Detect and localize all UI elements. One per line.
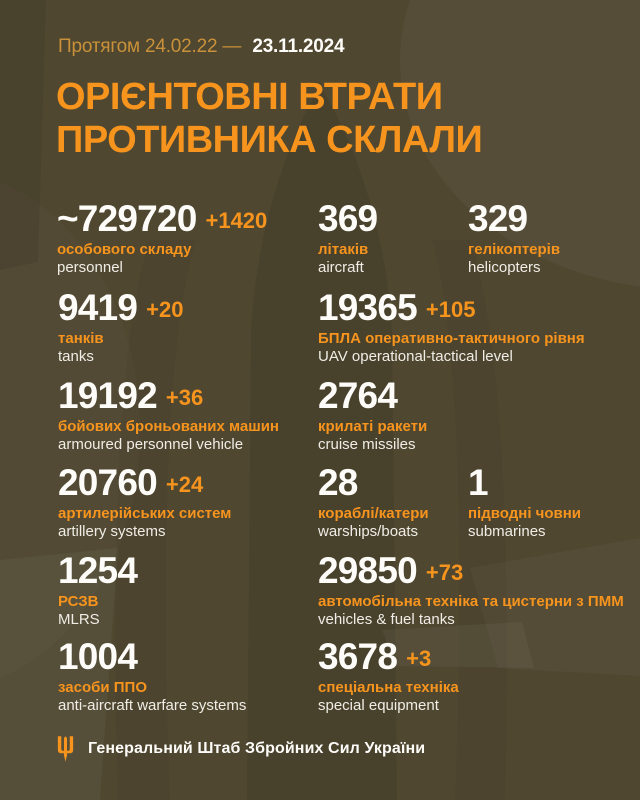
stat-label-uk: засоби ППО bbox=[58, 679, 147, 696]
stat-label-uk: літаків bbox=[318, 241, 369, 258]
stat-delta: +105 bbox=[425, 296, 476, 322]
page-title: ОРІЄНТОВНІ ВТРАТИ ПРОТИВНИКА СКЛАЛИ bbox=[56, 76, 483, 162]
period-range: Протягом 24.02.22 — bbox=[58, 36, 242, 57]
stat-label-uk: БПЛА оперативно-тактичного рівня bbox=[318, 330, 585, 347]
stat-value: 19365 bbox=[318, 287, 418, 328]
stat-label-en: personnel bbox=[57, 259, 123, 276]
stat-label-en: vehicles & fuel tanks bbox=[318, 611, 455, 628]
stat-delta: +36 bbox=[165, 384, 204, 410]
stat-label-en: tanks bbox=[58, 348, 94, 365]
stat-label-uk: гелікоптерів bbox=[468, 241, 561, 258]
stat-label-uk: особового складу bbox=[57, 241, 192, 258]
stat-label-uk: спеціальна техніка bbox=[318, 679, 459, 696]
stat-value: 1004 bbox=[58, 636, 138, 677]
stat-label-en: UAV operational-tactical level bbox=[318, 348, 513, 365]
stat-warships: 28 кораблі/катери warships/boats bbox=[318, 462, 463, 541]
stat-value: 369 bbox=[318, 198, 378, 239]
footer: Генеральний Штаб Збройних Сил України bbox=[57, 736, 425, 762]
stat-value: 329 bbox=[468, 198, 528, 239]
title-line-2: ПРОТИВНИКА СКЛАЛИ bbox=[56, 119, 483, 161]
stat-value: 1 bbox=[468, 462, 489, 503]
stat-label-en: cruise missiles bbox=[318, 436, 416, 453]
stat-label-en: artillery systems bbox=[58, 523, 166, 540]
stat-value: 19192 bbox=[58, 375, 158, 416]
stat-label-uk: танків bbox=[58, 330, 104, 347]
stat-delta: +3 bbox=[406, 645, 432, 671]
stat-tanks: 9419 +20 танків tanks bbox=[58, 287, 313, 366]
period-end-date: 23.11.2024 bbox=[252, 36, 345, 57]
stat-vehicles-fuel-tanks: 29850 +73 автомобільна техніка та цистер… bbox=[318, 550, 638, 629]
stat-delta: +24 bbox=[165, 471, 204, 497]
stat-aircraft: 369 літаків aircraft bbox=[318, 198, 463, 277]
stat-value: 3678 bbox=[318, 636, 398, 677]
stat-label-en: anti-aircraft warfare systems bbox=[58, 697, 247, 714]
stat-cruise-missiles: 2764 крилаті ракети cruise missiles bbox=[318, 375, 633, 454]
stat-label-en: aircraft bbox=[318, 259, 364, 276]
stat-armoured-vehicles: 19192 +36 бойових броньованих машин armo… bbox=[58, 375, 318, 454]
stat-value: 2764 bbox=[318, 375, 398, 416]
stat-label-en: helicopters bbox=[468, 259, 541, 276]
stat-delta: +20 bbox=[146, 296, 184, 322]
tryzub-icon bbox=[57, 736, 74, 762]
stat-value: 29850 bbox=[318, 550, 418, 591]
stat-label-en: MLRS bbox=[58, 611, 100, 628]
stat-label-en: submarines bbox=[468, 523, 546, 540]
stat-value: 9419 bbox=[58, 287, 138, 328]
stat-label-uk: бойових броньованих машин bbox=[58, 418, 279, 435]
stat-mlrs: 1254 РСЗВ MLRS bbox=[58, 550, 313, 629]
stat-delta: +73 bbox=[425, 559, 464, 585]
stat-label-uk: артилерійських систем bbox=[58, 505, 232, 522]
footer-org-name: Генеральний Штаб Збройних Сил України bbox=[88, 740, 426, 757]
stat-value: 28 bbox=[318, 462, 358, 503]
stat-label-uk: РСЗВ bbox=[58, 593, 99, 610]
stat-delta: +1420 bbox=[205, 207, 268, 233]
stat-label-uk: кораблі/катери bbox=[318, 505, 429, 522]
stat-value: 1254 bbox=[58, 550, 138, 591]
stat-uav: 19365 +105 БПЛА оперативно-тактичного рі… bbox=[318, 287, 633, 366]
stat-anti-aircraft: 1004 засоби ППО anti-aircraft warfare sy… bbox=[58, 636, 318, 715]
stat-value: ~729720 bbox=[57, 198, 197, 239]
period-line: Протягом 24.02.22 — 23.11.2024 bbox=[58, 36, 345, 58]
stat-label-uk: автомобільна техніка та цистерни з ПММ bbox=[318, 593, 624, 610]
title-line-1: ОРІЄНТОВНІ ВТРАТИ bbox=[56, 76, 443, 118]
stat-label-en: armoured personnel vehicle bbox=[58, 436, 244, 453]
stat-submarines: 1 підводні човни submarines bbox=[468, 462, 633, 541]
stat-label-uk: підводні човни bbox=[468, 505, 582, 522]
stat-label-en: warships/boats bbox=[318, 523, 419, 540]
stat-personnel: ~729720 +1420 особового складу personnel bbox=[57, 198, 312, 277]
stat-value: 20760 bbox=[58, 462, 158, 503]
stat-artillery: 20760 +24 артилерійських систем artiller… bbox=[58, 462, 313, 541]
stat-helicopters: 329 гелікоптерів helicopters bbox=[468, 198, 633, 277]
stat-special-equipment: 3678 +3 спеціальна техніка special equip… bbox=[318, 636, 633, 715]
stat-label-en: special equipment bbox=[318, 697, 439, 714]
stat-label-uk: крилаті ракети bbox=[318, 418, 428, 435]
